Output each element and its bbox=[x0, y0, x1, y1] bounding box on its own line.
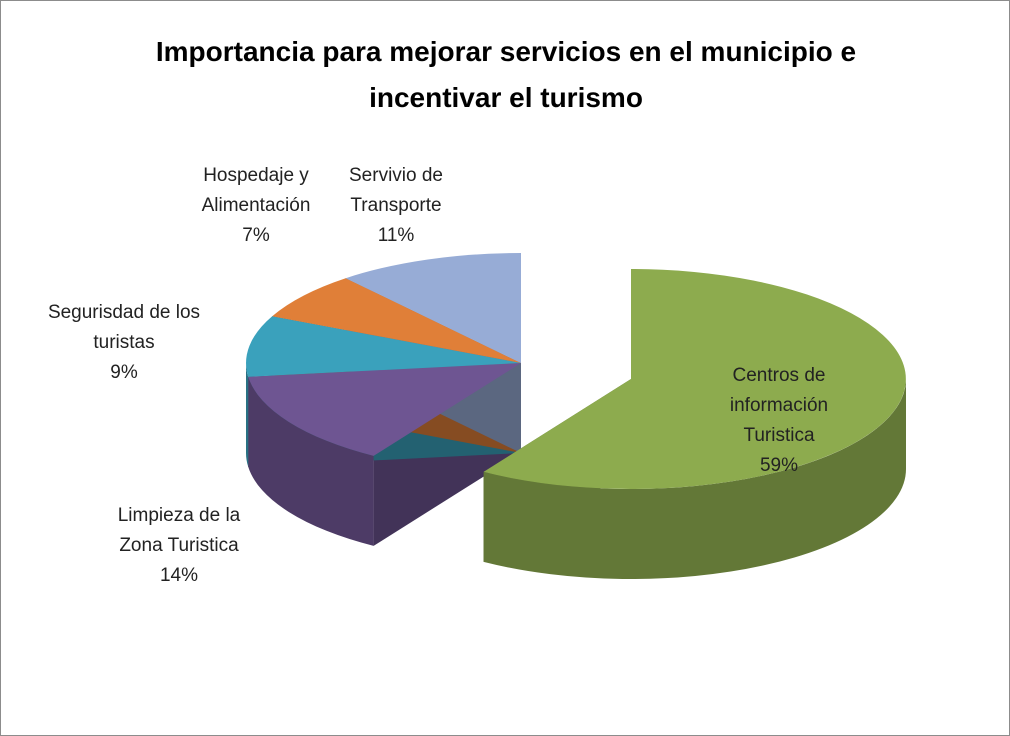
category-label: Limpieza de la Zona Turistica bbox=[117, 505, 241, 556]
slice-outer-side bbox=[248, 376, 374, 546]
slice-label: Limpieza de la Zona Turistica 14% bbox=[94, 501, 264, 591]
slice bbox=[272, 278, 521, 363]
percent-label: 7% bbox=[242, 225, 270, 246]
percent-label: 9% bbox=[110, 362, 138, 383]
slice-outer-side bbox=[483, 379, 906, 580]
slice-label: Servivio de Transporte 11% bbox=[331, 161, 461, 251]
category-label: Segurisdad de los turistas bbox=[47, 302, 201, 353]
slice bbox=[246, 316, 521, 377]
slice-label: Centros de información Turistica 59% bbox=[714, 361, 844, 481]
category-label: Hospedaje y Alimentación bbox=[201, 165, 311, 216]
slice-tops bbox=[246, 252, 906, 489]
slice-label: Segurisdad de los turistas 9% bbox=[44, 298, 204, 388]
slice-outer-sides bbox=[246, 363, 906, 580]
percent-label: 11% bbox=[377, 225, 415, 246]
slice bbox=[248, 363, 521, 456]
percent-label: 14% bbox=[159, 565, 199, 586]
slice bbox=[483, 269, 906, 489]
slice-outer-side bbox=[246, 363, 249, 467]
chart-title: Importancia para mejorar servicios en el… bbox=[155, 36, 857, 113]
slice-label: Hospedaje y Alimentación 7% bbox=[181, 161, 331, 251]
category-label: Centros de información Turistica bbox=[729, 365, 829, 446]
slice bbox=[345, 252, 521, 363]
percent-label: 59% bbox=[759, 455, 799, 476]
category-label: Servivio de Transporte bbox=[349, 165, 443, 216]
